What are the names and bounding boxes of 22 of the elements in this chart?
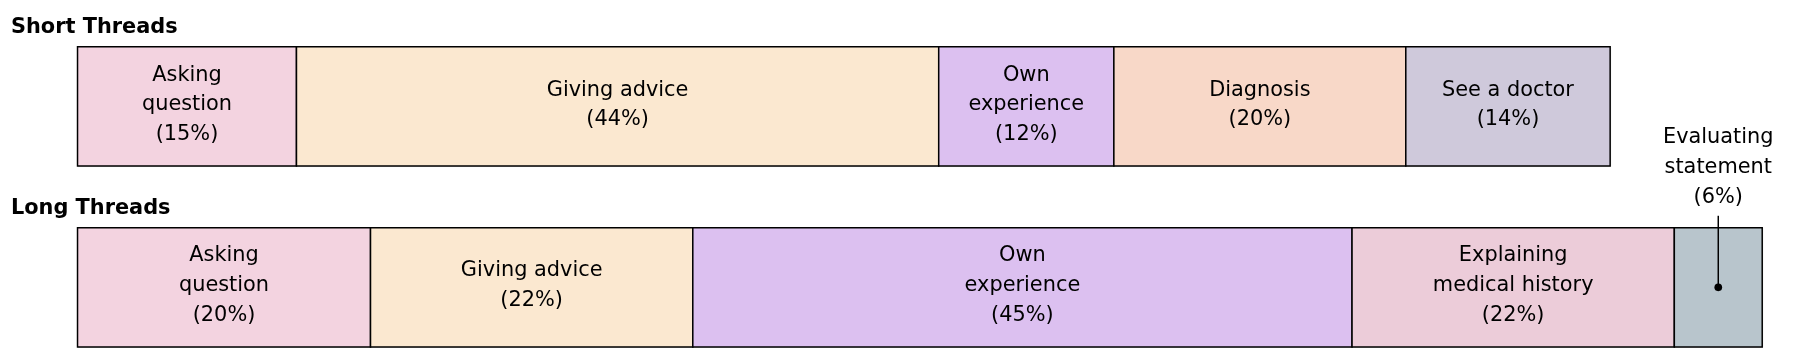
text: Evaluating statement [1663,124,1774,179]
data-label: (12%) [994,121,1058,146]
series-label: Giving advice [546,76,689,101]
series-label: See a doctor [1442,76,1575,101]
series-label: Own experience [968,61,1085,116]
data-label: (45%) [991,302,1054,327]
series-label: Giving advice [460,257,603,282]
chart-title: Short Threads [10,13,178,38]
series-label: Asking question [178,242,270,297]
data-label: (22%) [500,287,563,312]
data-label: (6%) [1693,183,1743,208]
data-label: (15%) [155,121,219,146]
data-label: (20%) [192,302,256,327]
data-label: (14%) [1476,106,1540,131]
chart-title: Long Threads [10,194,171,219]
series-label: Own experience [964,242,1081,297]
series-label: Diagnosis [1209,76,1311,101]
series-label: Asking question [141,61,233,116]
data-label: (20%) [1228,106,1292,131]
data-label: (22%) [1481,302,1545,327]
series-label: Explaining medical history [1432,242,1594,297]
data-label: (44%) [586,106,649,131]
